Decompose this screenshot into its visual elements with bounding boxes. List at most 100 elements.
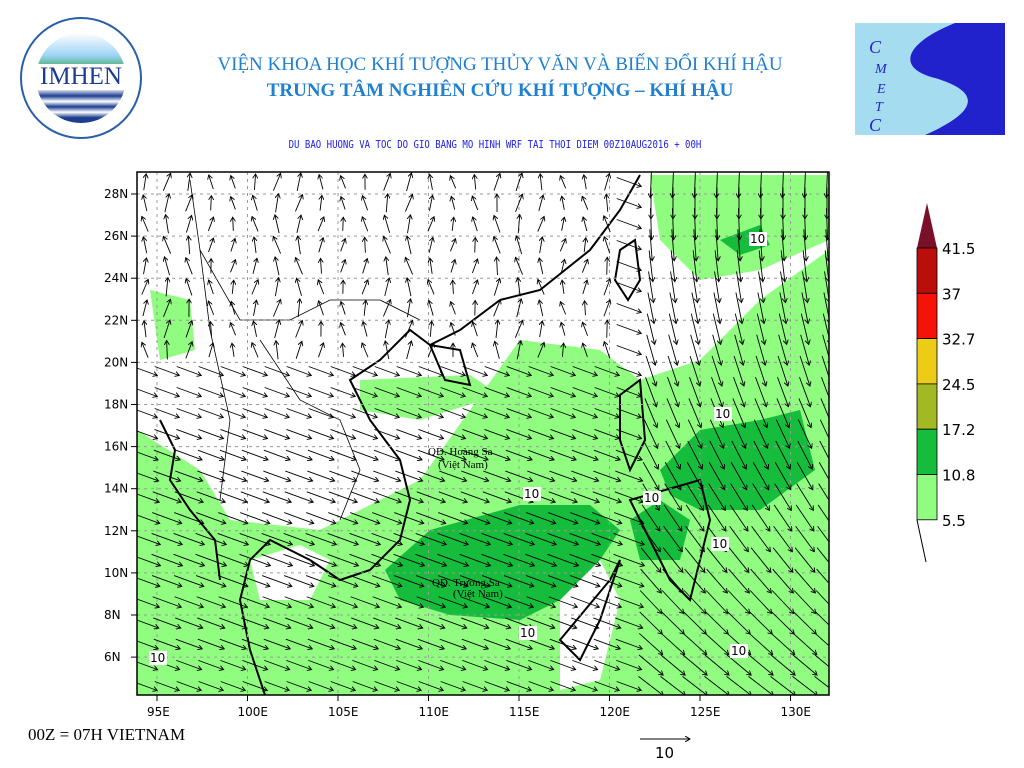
wind-vector (643, 440, 658, 469)
svg-text:M: M (874, 62, 888, 77)
wind-vector (646, 334, 656, 365)
wind-vector (711, 355, 722, 386)
wind-vector (137, 451, 158, 460)
wind-vector (826, 172, 827, 198)
wind-vector (738, 208, 739, 240)
lat-tick-label: 22N (104, 313, 128, 327)
wind-vector (772, 568, 794, 593)
wind-vector (571, 449, 598, 460)
wind-vector (308, 681, 334, 691)
wind-vector (329, 470, 356, 481)
wind-vector (604, 216, 611, 233)
wind-vector (208, 301, 215, 316)
wind-vector (516, 236, 523, 255)
wind-vector (365, 237, 366, 253)
wind-vector (384, 278, 389, 297)
wind-vector (591, 532, 623, 544)
wind-vector (707, 504, 726, 531)
wind-vector (550, 681, 576, 691)
wind-vector (503, 575, 534, 587)
wind-vector (217, 553, 249, 565)
wind-vector (665, 440, 680, 469)
wind-vector (804, 208, 805, 240)
wind-vector (603, 279, 610, 296)
wind-vector (173, 575, 204, 587)
wind-vector (570, 596, 600, 607)
wind-vector (494, 216, 501, 233)
wind-vector (616, 408, 642, 418)
wind-vector (220, 387, 246, 397)
wind-vector (668, 334, 678, 365)
wind-vector (641, 526, 661, 551)
wind-vector (153, 470, 180, 481)
wind-vector (373, 638, 400, 649)
wind-vector (362, 343, 369, 358)
wind-vector (660, 654, 685, 675)
wind-vector (252, 217, 259, 232)
wind-vector (569, 532, 601, 544)
wind-vector (276, 194, 279, 213)
wind-vector (540, 174, 542, 191)
wind-vector (525, 575, 556, 587)
wind-vector (662, 547, 683, 573)
wind-vector (758, 271, 764, 302)
wind-vector (505, 449, 532, 460)
wind-vector (460, 596, 490, 607)
wind-vector (261, 553, 293, 565)
wind-vector (218, 491, 247, 502)
wind-vector (137, 535, 161, 544)
wind-vector (822, 334, 829, 365)
wind-vector (261, 575, 292, 587)
wind-vector (493, 173, 500, 191)
wind-vector (143, 195, 148, 212)
wind-vector (774, 462, 791, 489)
wind-vector (687, 419, 701, 449)
wind-vector (607, 320, 608, 338)
wind-vector (712, 313, 720, 345)
wind-vector (417, 617, 445, 628)
color-legend: 41.5 37 32.7 24.5 17.2 10.8 5.5 (916, 203, 975, 563)
wind-vector (242, 408, 268, 418)
wind-vector (824, 250, 829, 281)
wind-vector (329, 638, 356, 649)
contour-label: 10 (715, 407, 730, 421)
wind-vector (318, 280, 325, 295)
wind-vector (593, 470, 620, 481)
wind-vector (396, 408, 422, 418)
wind-vector (383, 173, 391, 191)
wind-vector (439, 449, 466, 460)
wind-vector (716, 229, 718, 261)
wind-vector (593, 638, 620, 649)
wind-vector (241, 638, 268, 649)
wind-vector (327, 532, 359, 544)
wind-vector (819, 419, 829, 440)
wind-vector (666, 398, 679, 427)
wind-vector (220, 659, 245, 669)
wind-vector (560, 259, 564, 273)
wind-vector (712, 334, 722, 365)
wind-vector (483, 470, 510, 481)
wind-vector (504, 596, 534, 607)
wind-vector (220, 408, 246, 418)
wind-vector (440, 659, 465, 669)
wind-vector (263, 449, 290, 460)
wind-vector (497, 257, 498, 276)
wind-vector (528, 366, 554, 376)
wind-vector (362, 259, 368, 274)
wind-vector (730, 462, 747, 489)
wind-vector (137, 577, 160, 587)
wind-vector (481, 575, 512, 587)
wind-vector (451, 196, 456, 210)
wind-vector (770, 676, 795, 695)
wind-vector (298, 236, 301, 255)
wind-vector (525, 553, 557, 565)
wind-vector (694, 229, 696, 261)
wind-vector (384, 215, 391, 233)
wind-vector (527, 638, 554, 649)
wind-vector (153, 638, 180, 649)
wind-vector (770, 633, 794, 654)
wind-vector (473, 217, 478, 232)
wind-vector (528, 659, 553, 669)
wind-vector (340, 239, 346, 252)
wind-vector (175, 638, 202, 649)
